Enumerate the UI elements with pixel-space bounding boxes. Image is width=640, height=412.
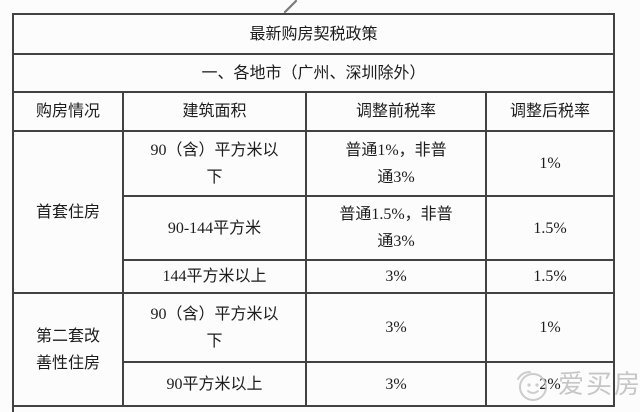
- column-header-rate-after: 调整后税率: [484, 91, 616, 132]
- cell-rate-before: 普通1.5%，非普 通3%: [305, 195, 487, 261]
- column-header-situation: 购房情况: [12, 91, 124, 132]
- cell-area: 90-144平方米: [122, 195, 307, 261]
- table-header-row: 购房情况 建筑面积 调整前税率 调整后税率: [12, 91, 616, 132]
- cell-area: 90（含）平方米以 下: [122, 292, 307, 363]
- cell-area: 90平方米以上: [122, 361, 307, 407]
- table-row: 90-144平方米 普通1.5%，非普 通3% 1.5%: [13, 195, 616, 261]
- cell-rate-before: 普通1%，非普 通3%: [305, 130, 487, 197]
- table-row: 最新购房契税政策: [11, 13, 616, 55]
- cell-rate-after: 1%: [484, 130, 616, 197]
- cell-rate-after: 2%: [484, 361, 616, 407]
- cell-rate-after: 1.5%: [484, 259, 616, 294]
- cell-rate-after: 1%: [484, 292, 616, 363]
- cell-situation-first-home: 首套住房: [12, 130, 124, 294]
- table-title: 最新购房契税政策: [11, 13, 616, 55]
- column-header-rate-before: 调整前税率: [305, 91, 487, 132]
- cell-rate-before: 3%: [305, 361, 487, 407]
- table-row: 第二套改 善性住房 90（含）平方米以 下 3% 1%: [12, 292, 616, 407]
- table-row: 90平方米以上 3% 2%: [13, 361, 616, 407]
- cell-area: 144平方米以上: [122, 259, 307, 294]
- cropped-table-border-stub: [12, 404, 14, 412]
- table-row: 首套住房 90（含）平方米以 下 普通1%，非普 通3% 1%: [12, 130, 616, 294]
- section-header: 一、各地市（广州、深圳除外）: [11, 53, 616, 93]
- cell-area: 90（含）平方米以 下: [122, 130, 307, 197]
- table-row: 一、各地市（广州、深圳除外）: [11, 53, 616, 93]
- cell-situation-second-home: 第二套改 善性住房: [12, 292, 124, 407]
- cell-rate-after: 1.5%: [484, 195, 616, 261]
- column-header-area: 建筑面积: [122, 91, 307, 132]
- stray-pen-mark: [283, 0, 298, 14]
- cell-rate-before: 3%: [305, 292, 487, 363]
- table-row: 144平方米以上 3% 1.5%: [13, 259, 616, 294]
- cell-rate-before: 3%: [305, 259, 487, 294]
- deed-tax-policy-table: 最新购房契税政策 一、各地市（广州、深圳除外） 购房情况 建筑面积 调整前税率 …: [11, 13, 616, 407]
